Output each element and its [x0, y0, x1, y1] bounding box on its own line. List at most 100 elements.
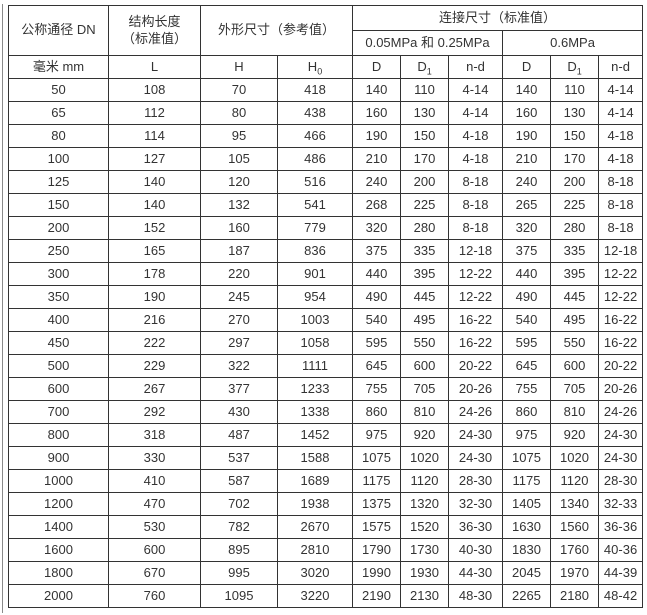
unit-d-high: D	[502, 55, 552, 79]
unit-d1-low: D1	[400, 55, 450, 79]
table-cell: 322	[200, 354, 278, 378]
table-cell: 495	[550, 308, 600, 332]
table-cell: 377	[200, 377, 278, 401]
table-cell: 190	[108, 285, 201, 309]
table-cell: 550	[400, 331, 450, 355]
unit-h: H	[200, 55, 278, 79]
table-cell: 110	[400, 78, 450, 102]
table-cell: 200	[8, 216, 109, 240]
table-row: 100 127 105 486 210 170 4-18 210 170 4-18	[8, 147, 644, 171]
table-cell: 2810	[276, 538, 354, 562]
table-cell: 418	[276, 78, 354, 102]
table-cell: 2130	[400, 584, 450, 608]
table-cell: 410	[108, 469, 201, 493]
table-cell: 1760	[550, 538, 600, 562]
table-cell: 1095	[200, 584, 278, 608]
page-edge-line	[2, 4, 3, 613]
table-cell: 3020	[276, 561, 354, 585]
table-cell: 187	[200, 239, 278, 263]
table-cell: 595	[352, 331, 402, 355]
table-cell: 395	[400, 262, 450, 286]
table-cell: 48-30	[448, 584, 504, 608]
unit-d-low: D	[352, 55, 402, 79]
table-cell: 1938	[276, 492, 354, 516]
table-cell: 12-22	[598, 285, 644, 309]
table-cell: 395	[550, 262, 600, 286]
table-cell: 28-30	[598, 469, 644, 493]
table-cell: 595	[502, 331, 552, 355]
table-cell: 550	[550, 331, 600, 355]
table-cell: 600	[400, 354, 450, 378]
table-cell: 160	[200, 216, 278, 240]
table-cell: 1600	[8, 538, 109, 562]
table-cell: 12-18	[448, 239, 504, 263]
table-cell: 438	[276, 101, 354, 125]
table-cell: 900	[8, 446, 109, 470]
header-row-2: 0.05MPa 和 0.25MPa 0.6MPa	[9, 30, 644, 56]
table-cell: 160	[352, 101, 402, 125]
table-cell: 1075	[502, 446, 552, 470]
table-header: 公称通径 DN 结构长度 （标准值） 外形尺寸（参考值） 连接尺寸（标准值） 0…	[8, 5, 644, 79]
table-cell: 1588	[276, 446, 354, 470]
table-cell: 70	[200, 78, 278, 102]
table-row: 2000 760 1095 3220 2190 2130 48-30 2265 2180 48-4…	[8, 584, 644, 608]
table-cell: 440	[502, 262, 552, 286]
table-cell: 4-14	[598, 101, 644, 125]
table-cell: 127	[108, 147, 201, 171]
table-cell: 150	[400, 124, 450, 148]
table-cell: 245	[200, 285, 278, 309]
table-cell: 8-18	[448, 170, 504, 194]
table-cell: 108	[108, 78, 201, 102]
table-cell: 20-26	[598, 377, 644, 401]
table-cell: 280	[400, 216, 450, 240]
table-cell: 152	[108, 216, 201, 240]
table-cell: 587	[200, 469, 278, 493]
table-cell: 600	[550, 354, 600, 378]
table-row: 350 190 245 954 490 445 12-22 490 445 12-22	[8, 285, 644, 309]
table-cell: 1790	[352, 538, 402, 562]
table-cell: 170	[550, 147, 600, 171]
table-row: 50 108 70 418 140 110 4-14 140 110 4-14	[8, 78, 644, 102]
table-row: 400 216 270 1003 540 495 16-22 540 495 16-22	[8, 308, 644, 332]
table-cell: 645	[352, 354, 402, 378]
table-cell: 645	[502, 354, 552, 378]
table-cell: 430	[200, 400, 278, 424]
header-dn: 公称通径 DN	[8, 5, 109, 56]
table-row: 800 318 487 1452 975 920 24-30 975 920 24-30	[8, 423, 644, 447]
table-body: 50 108 70 418 140 110 4-14 140 110 4-14 65 112 80 438…	[8, 78, 644, 608]
table-cell: 1405	[502, 492, 552, 516]
table-cell: 140	[108, 193, 201, 217]
table-row: 900 330 537 1588 1075 1020 24-30 1075 1020 24-30	[8, 446, 644, 470]
table-cell: 50	[8, 78, 109, 102]
table-cell: 1970	[550, 561, 600, 585]
table-cell: 400	[8, 308, 109, 332]
table-cell: 268	[352, 193, 402, 217]
table-cell: 995	[200, 561, 278, 585]
table-row: 1800 670 995 3020 1990 1930 44-30 2045 1970 44-39	[8, 561, 644, 585]
table-cell: 190	[502, 124, 552, 148]
table-cell: 1200	[8, 492, 109, 516]
table-cell: 516	[276, 170, 354, 194]
table-cell: 4-14	[598, 78, 644, 102]
table-cell: 16-22	[598, 331, 644, 355]
table-cell: 895	[200, 538, 278, 562]
table-cell: 24-30	[598, 446, 644, 470]
table-cell: 2190	[352, 584, 402, 608]
table-cell: 12-22	[598, 262, 644, 286]
table-cell: 1375	[352, 492, 402, 516]
table-cell: 240	[502, 170, 552, 194]
spec-table: 公称通径 DN 结构长度 （标准值） 外形尺寸（参考值） 连接尺寸（标准值） 0…	[8, 5, 644, 608]
table-cell: 1075	[352, 446, 402, 470]
table-cell: 250	[8, 239, 109, 263]
unit-nd-low: n-d	[448, 55, 504, 79]
table-cell: 375	[352, 239, 402, 263]
table-cell: 901	[276, 262, 354, 286]
table-cell: 12-18	[598, 239, 644, 263]
table-cell: 20-26	[448, 377, 504, 401]
table-cell: 1930	[400, 561, 450, 585]
table-cell: 32-33	[598, 492, 644, 516]
table-cell: 24-30	[598, 423, 644, 447]
table-cell: 350	[8, 285, 109, 309]
table-cell: 24-26	[598, 400, 644, 424]
